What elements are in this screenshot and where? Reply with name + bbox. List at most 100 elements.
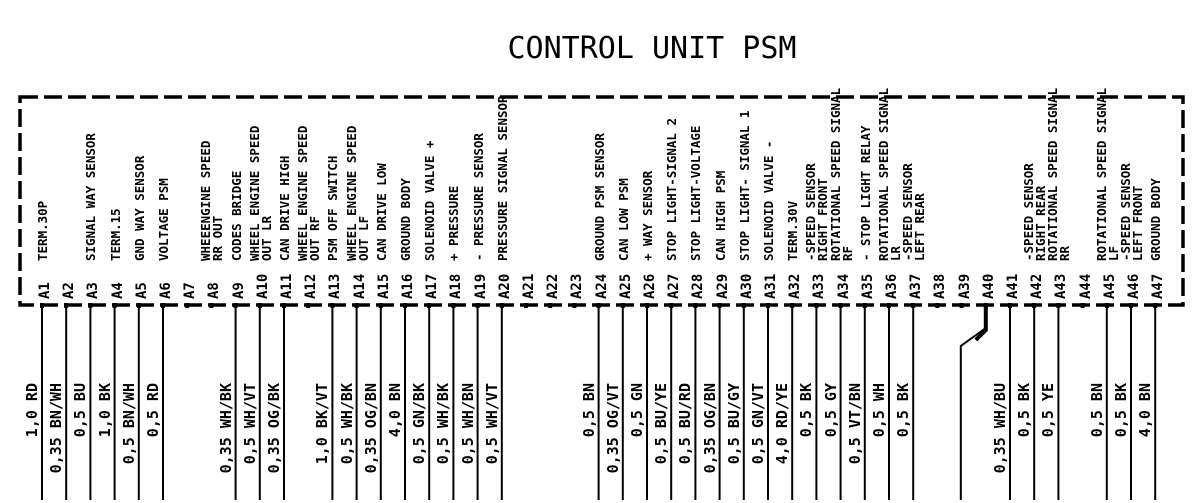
pin-a43 <box>1056 303 1061 500</box>
pin-number-label: A15 <box>375 273 392 299</box>
pin-a47 <box>1153 303 1158 500</box>
pin-function-label: RR <box>1057 245 1073 261</box>
pin-function-label: GROUND BODY <box>1148 178 1164 261</box>
wire-spec-label: 0,35 WH/BK <box>216 383 235 474</box>
wire-spec-label: 0,5 BK <box>1112 383 1130 438</box>
pin-number-label: A42 <box>1029 273 1046 299</box>
wire-bend <box>974 305 988 342</box>
wire-spec-label: 0,5 WH/VT <box>482 383 501 465</box>
wire-spec-label: 0,5 GN/VT <box>749 383 767 465</box>
wire-spec-label: 0,5 RD <box>144 383 162 438</box>
pin-function-label: ROTATIONAL SPEED SIGNAL <box>876 87 891 261</box>
pin-terminal-marker <box>209 303 214 308</box>
pin-a4 <box>112 303 117 500</box>
wire-spec-label: 0,5 BU/RD <box>676 383 695 465</box>
wire-spec-label: 0,5 WH/BN <box>458 383 477 465</box>
diagram-title: CONTROL UNIT PSM <box>508 31 797 66</box>
pin-a46 <box>1129 303 1133 500</box>
pin-number-label: A34 <box>835 273 852 299</box>
pin-a29 <box>717 303 722 500</box>
pin-a21 <box>524 303 528 308</box>
wire-spec-label: 1,0 RD <box>23 383 41 438</box>
wire-spec-label: 0,5 BU/YE <box>652 383 671 465</box>
pin-a42 <box>1032 303 1037 500</box>
pin-a31 <box>766 303 770 500</box>
pin-number-label: A39 <box>956 273 973 299</box>
pin-number-label: A19 <box>472 273 489 299</box>
pin-number-label: A45 <box>1101 273 1118 299</box>
pin-function-label: CAN LOW PSM <box>615 178 631 261</box>
pin-number-label: A20 <box>496 273 513 299</box>
wire-spec-label: 0,35 OG/BK <box>265 383 283 474</box>
pin-a45 <box>1104 303 1109 500</box>
pin-a16 <box>403 303 407 500</box>
pin-number-label: A47 <box>1150 273 1167 299</box>
pin-number-label: A10 <box>254 273 271 299</box>
pin-a34 <box>838 303 843 500</box>
wire-spec-label: 4,0 RD/YE <box>773 383 792 465</box>
pin-function-label: GND WAY SENSOR <box>131 155 147 261</box>
pin-function-label: TERM.15 <box>107 208 123 261</box>
pin-a37 <box>911 303 916 500</box>
pin-number-label: A4 <box>109 282 126 299</box>
pin-a17 <box>427 303 432 500</box>
wire-spec-label: 0,35 OG/BN <box>700 383 719 474</box>
pin-a36 <box>887 303 891 500</box>
pin-number-label: A12 <box>303 273 320 299</box>
pin-number-label: A32 <box>787 273 804 299</box>
pin-function-label: - PRESSURE SENSOR <box>470 133 486 261</box>
wire-spec-label: 0,5 BK <box>894 383 913 438</box>
pin-number-label: A13 <box>327 273 344 299</box>
pin-a18 <box>451 303 456 500</box>
pin-number-label: A28 <box>690 273 707 299</box>
pin-function-label: PRESSURE SIGNAL SENSOR <box>494 95 510 261</box>
wire-spec-label: 0,5 BU/GY <box>724 383 743 465</box>
pin-terminal-marker <box>959 303 964 308</box>
pin-function-label: ROTATIONAL SPEED SIGNAL <box>1045 87 1061 261</box>
pin-a32 <box>790 303 795 500</box>
wire-spec-label: 0,5 BK <box>1015 383 1034 438</box>
wire-spec-label: 0,5 WH/BK <box>434 383 453 465</box>
pin-function-label: OUT RF <box>307 215 323 261</box>
pin-function-label: TERM.30P <box>35 200 50 261</box>
pin-number-label: A27 <box>666 273 683 299</box>
pin-a38 <box>935 303 940 308</box>
pin-function-label: OUT LR <box>258 215 274 261</box>
pin-function-label: CAN DRIVE LOW <box>373 163 389 261</box>
pin-a27 <box>669 303 674 500</box>
wire-spec-label: 0,5 GN <box>628 383 646 438</box>
pin-function-label: STOP LIGHT- SIGNAL 1 <box>736 110 752 261</box>
pin-a26 <box>645 303 649 500</box>
pin-function-label: SOLENOID VALVE + <box>422 140 438 261</box>
pin-a33 <box>814 303 819 500</box>
pin-function-label: SOLENOID VALVE - <box>761 140 776 261</box>
pin-function-label: + PRESSURE <box>446 185 462 261</box>
pin-function-label: VOLTAGE PSM <box>156 178 171 261</box>
pin-number-label: A30 <box>738 273 755 299</box>
pin-a24 <box>596 303 601 500</box>
pin-number-label: A9 <box>230 282 247 299</box>
pin-a3 <box>88 303 93 500</box>
pin-a41 <box>1008 303 1012 500</box>
pin-function-label: - STOP LIGHT RELAY <box>857 125 873 261</box>
pin-number-label: A46 <box>1126 273 1142 299</box>
pin-a23 <box>572 303 577 308</box>
pin-a2 <box>64 303 69 500</box>
pin-number-label: A41 <box>1005 273 1021 299</box>
pin-function-label: + WAY SENSOR <box>640 170 655 261</box>
pin-a14 <box>354 303 359 500</box>
pin-number-label: A25 <box>617 273 634 299</box>
wire-spec-label: 0,5 BN <box>1087 383 1106 438</box>
pin-a35 <box>862 303 867 500</box>
pin-a30 <box>741 303 746 500</box>
pin-a5 <box>136 303 141 500</box>
pin-function-label: OUT LF <box>355 215 371 261</box>
pin-number-label: A16 <box>400 273 416 299</box>
pin-a25 <box>620 303 625 500</box>
pin-a8 <box>209 303 214 308</box>
wire-spec-label: 0,5 BK <box>797 383 816 438</box>
pin-terminal-marker <box>935 303 940 308</box>
pin-number-label: A7 <box>182 282 199 299</box>
